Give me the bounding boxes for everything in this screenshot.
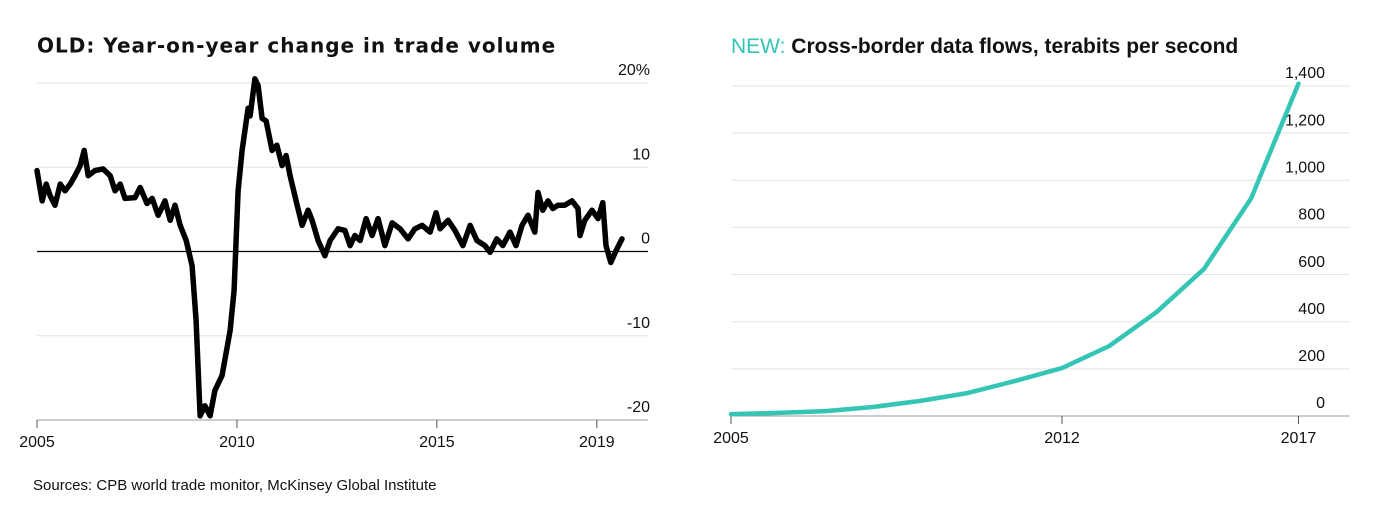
title-prefix: NEW: xyxy=(731,35,785,58)
y-tick-label: 0 xyxy=(1316,395,1325,412)
x-tick-label: 2005 xyxy=(19,434,55,451)
chart-title: OLD: Year-on-year change in trade volume xyxy=(37,34,556,58)
y-tick-label: -20 xyxy=(627,399,650,416)
source: Sources: CPB world trade monitor, McKins… xyxy=(33,477,437,494)
y-tick-label: 1,200 xyxy=(1285,112,1325,129)
title-main: Cross-border data flows, terabits per se… xyxy=(791,35,1238,58)
y-tick-label: 600 xyxy=(1298,254,1325,271)
x-tick-label: 2012 xyxy=(1044,430,1080,447)
y-tick-label: 1,000 xyxy=(1285,160,1325,177)
y-tick-label: -10 xyxy=(627,315,650,332)
y-tick-label: 800 xyxy=(1298,207,1325,224)
data-line xyxy=(728,81,1301,417)
x-tick-label: 2017 xyxy=(1281,430,1317,447)
data-line xyxy=(34,76,625,419)
y-tick-label: 20% xyxy=(618,62,650,79)
y-tick-label: 0 xyxy=(641,231,650,248)
chart-title: NEW: Cross-border data flows, terabits p… xyxy=(731,35,1238,58)
x-tick-label: 2005 xyxy=(713,430,749,447)
x-tick-label: 2015 xyxy=(419,434,455,451)
y-tick-label: 400 xyxy=(1298,301,1325,318)
x-tick-label: 2010 xyxy=(219,434,255,451)
y-tick-label: 1,400 xyxy=(1285,65,1325,82)
y-tick-label: 10 xyxy=(632,146,650,163)
y-tick-label: 200 xyxy=(1298,348,1325,365)
x-tick-label: 2019 xyxy=(579,434,615,451)
